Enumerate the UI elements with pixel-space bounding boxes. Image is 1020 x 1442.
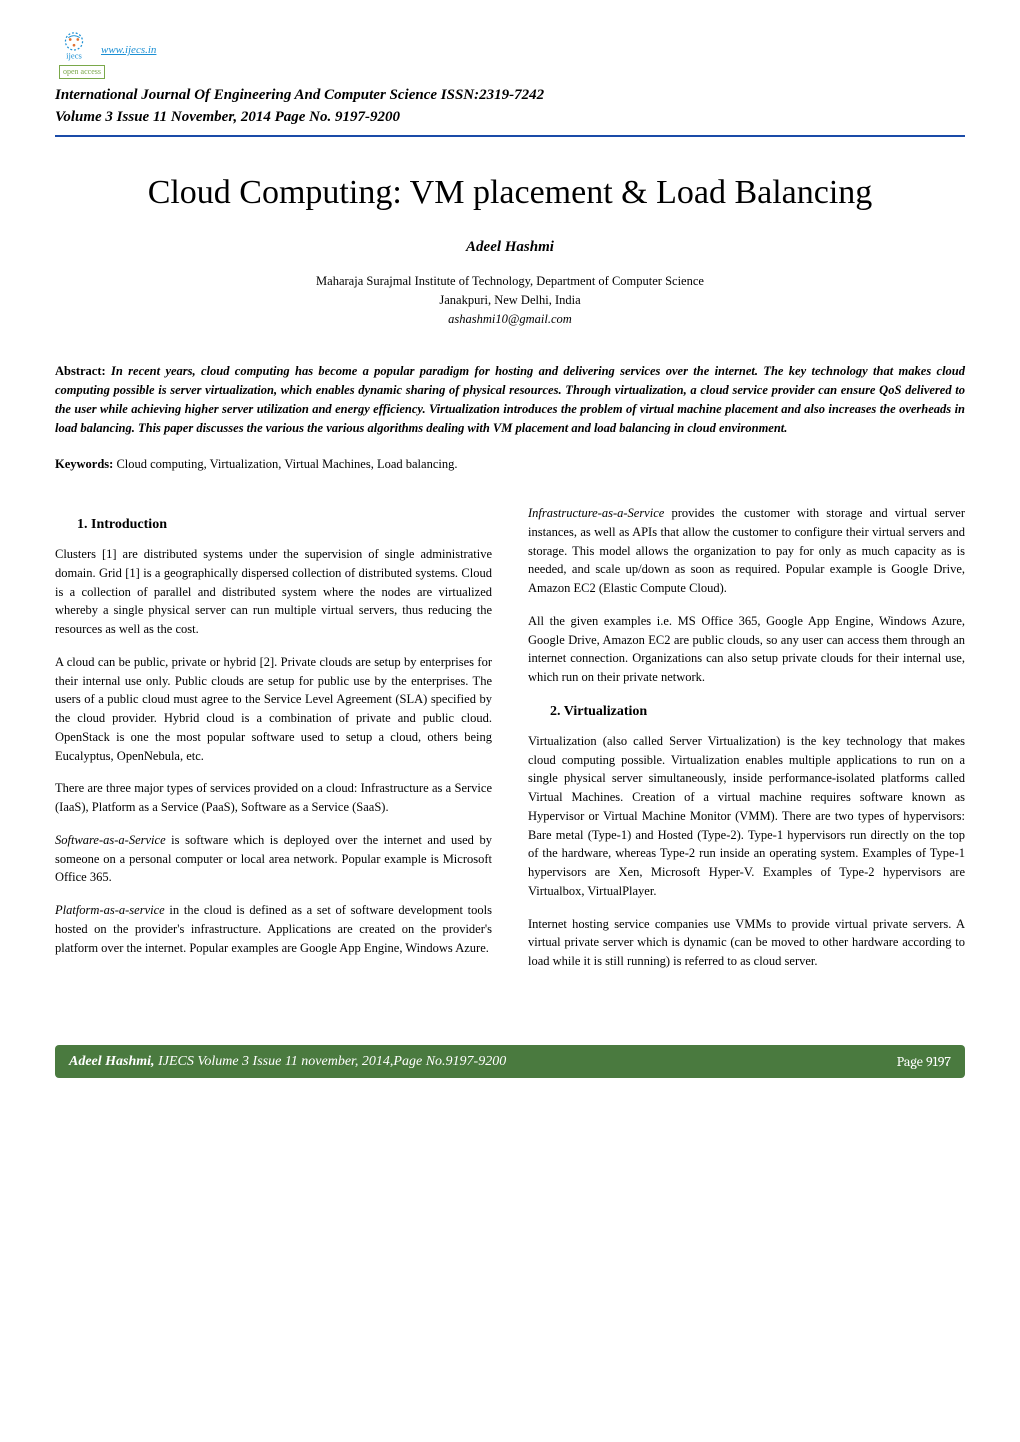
page-footer: Adeel Hashmi, IJECS Volume 3 Issue 11 no… xyxy=(55,1045,965,1078)
keywords-block: Keywords: Cloud computing, Virtualizatio… xyxy=(55,455,965,474)
journal-issue: Volume 3 Issue 11 November, 2014 Page No… xyxy=(55,106,965,129)
footer-page-number: Page 9197 xyxy=(897,1051,951,1072)
abstract-body: In recent years, cloud computing has bec… xyxy=(55,364,965,434)
footer-author: Adeel Hashmi, xyxy=(69,1054,155,1069)
right-column: Infrastructure-as-a-Service provides the… xyxy=(528,504,965,985)
iaas-term: Infrastructure-as-a-Service xyxy=(528,506,664,520)
right-para-1: Infrastructure-as-a-Service provides the… xyxy=(528,504,965,598)
journal-title: International Journal Of Engineering And… xyxy=(55,84,965,107)
affiliation-line-2: Janakpuri, New Delhi, India xyxy=(55,291,965,310)
header-text-block: www.ijecs.in xyxy=(101,39,156,59)
logo-text-svg: ijecs xyxy=(66,51,82,61)
affiliation-line-1: Maharaja Surajmal Institute of Technolog… xyxy=(55,272,965,291)
intro-para-5: Platform-as-a-service in the cloud is de… xyxy=(55,901,492,957)
section-heading-virtualization: 2. Virtualization xyxy=(550,701,965,722)
paas-term: Platform-as-a-service xyxy=(55,903,165,917)
keywords-label: Keywords: xyxy=(55,457,116,471)
virt-para-2: Internet hosting service companies use V… xyxy=(528,915,965,971)
left-column: 1. Introduction Clusters [1] are distrib… xyxy=(55,504,492,985)
intro-para-1: Clusters [1] are distributed systems und… xyxy=(55,545,492,639)
intro-para-2: A cloud can be public, private or hybrid… xyxy=(55,653,492,766)
intro-para-4: Software-as-a-Service is software which … xyxy=(55,831,492,887)
abstract-block: Abstract: In recent years, cloud computi… xyxy=(55,362,965,437)
open-access-badge: open access xyxy=(59,65,105,79)
two-column-body: 1. Introduction Clusters [1] are distrib… xyxy=(55,504,965,985)
footer-citation: Adeel Hashmi, IJECS Volume 3 Issue 11 no… xyxy=(69,1051,506,1072)
saas-term: Software-as-a-Service xyxy=(55,833,166,847)
paper-title: Cloud Computing: VM placement & Load Bal… xyxy=(55,167,965,218)
journal-site-link[interactable]: www.ijecs.in xyxy=(101,44,156,56)
section-heading-introduction: 1. Introduction xyxy=(77,514,492,535)
author-name: Adeel Hashmi xyxy=(55,236,965,259)
virt-para-1: Virtualization (also called Server Virtu… xyxy=(528,732,965,901)
journal-header: ijecs www.ijecs.in open access Internati… xyxy=(55,30,965,137)
footer-citation-rest: IJECS Volume 3 Issue 11 november, 2014,P… xyxy=(155,1054,507,1069)
intro-para-3: There are three major types of services … xyxy=(55,779,492,817)
right-para-2: All the given examples i.e. MS Office 36… xyxy=(528,612,965,687)
author-email: ashashmi10@gmail.com xyxy=(55,310,965,329)
page-container: ijecs www.ijecs.in open access Internati… xyxy=(0,0,1020,985)
keywords-body: Cloud computing, Virtualization, Virtual… xyxy=(116,457,457,471)
abstract-label: Abstract: xyxy=(55,364,111,378)
